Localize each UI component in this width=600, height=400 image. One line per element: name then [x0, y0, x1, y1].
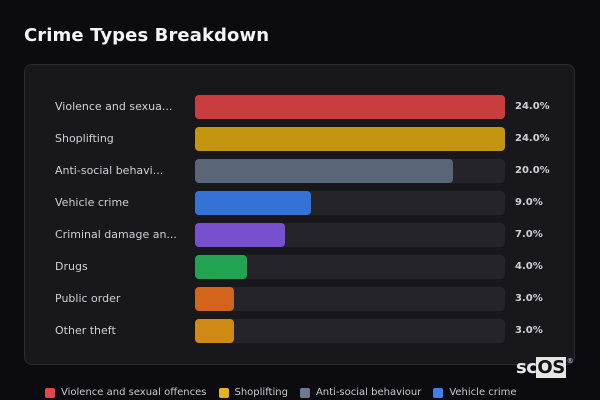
bar-value: 4.0% — [515, 261, 543, 272]
bar-track — [195, 95, 505, 119]
bar-value: 7.0% — [515, 229, 543, 240]
bar-row[interactable]: Violence and sexua... 24.0% — [25, 95, 574, 121]
bar-track — [195, 223, 505, 247]
bar-fill[interactable] — [195, 95, 505, 119]
bar-row[interactable]: Other theft 3.0% — [25, 319, 574, 345]
bar-value: 3.0% — [515, 293, 543, 304]
bar-track — [195, 127, 505, 151]
registered-mark-icon: ® — [566, 357, 574, 365]
legend-label: Shoplifting — [234, 387, 288, 398]
legend-label: Anti-social behaviour — [315, 387, 422, 398]
legend-item[interactable]: Anti-social behaviour — [299, 387, 422, 398]
bar-fill[interactable] — [195, 159, 454, 183]
legend-item[interactable]: Violence and sexual offences — [45, 387, 207, 398]
chart-legend: Violence and sexual offences Shoplifting A… — [45, 387, 529, 398]
legend-swatch-icon — [299, 387, 310, 398]
legend-label: Violence and sexual offences — [61, 387, 207, 398]
bar-fill[interactable] — [195, 191, 312, 215]
bar-value: 3.0% — [515, 325, 543, 336]
bar-fill[interactable] — [195, 223, 286, 247]
legend-label: Vehicle crime — [449, 387, 517, 398]
bar-value: 9.0% — [515, 197, 543, 208]
bar-track — [195, 287, 505, 311]
chart-card: Violence and sexua... 24.0% Shoplifting 24.… — [24, 64, 575, 365]
bar-label: Drugs — [55, 260, 88, 273]
bar-fill[interactable] — [195, 319, 234, 343]
legend-swatch-icon — [433, 387, 444, 398]
bar-value: 20.0% — [515, 165, 550, 176]
legend-item[interactable]: Shoplifting — [218, 387, 288, 398]
watermark-highlight: OS — [536, 357, 566, 378]
bar-fill[interactable] — [195, 255, 247, 279]
bar-label: Anti-social behavi... — [55, 164, 164, 177]
bar-label: Public order — [55, 292, 121, 305]
bar-fill[interactable] — [195, 127, 505, 151]
bar-track — [195, 159, 505, 183]
bar-label: Criminal damage an... — [55, 228, 177, 241]
legend-swatch-icon — [45, 387, 55, 398]
bar-row[interactable]: Criminal damage an... 7.0% — [25, 223, 574, 249]
bar-label: Violence and sexua... — [55, 100, 173, 113]
watermark-prefix: sc — [516, 357, 537, 378]
bar-label: Shoplifting — [55, 132, 114, 145]
bar-row[interactable]: Shoplifting 24.0% — [25, 127, 574, 153]
bar-value: 24.0% — [515, 133, 550, 144]
legend-swatch-icon — [218, 387, 229, 398]
bar-track — [195, 255, 505, 279]
bar-row[interactable]: Anti-social behavi... 20.0% — [25, 159, 574, 185]
bar-row[interactable]: Vehicle crime 9.0% — [25, 191, 574, 217]
bar-track — [195, 191, 505, 215]
bar-label: Other theft — [55, 324, 116, 337]
scos-watermark-logo: scOS ® — [516, 357, 574, 378]
bar-row[interactable]: Drugs 4.0% — [25, 255, 574, 281]
chart-title: Crime Types Breakdown — [24, 25, 270, 46]
bar-value: 24.0% — [515, 101, 550, 112]
bar-label: Vehicle crime — [55, 196, 129, 209]
bar-row[interactable]: Public order 3.0% — [25, 287, 574, 313]
bar-track — [195, 319, 505, 343]
legend-item[interactable]: Vehicle crime — [433, 387, 517, 398]
bar-fill[interactable] — [195, 287, 234, 311]
